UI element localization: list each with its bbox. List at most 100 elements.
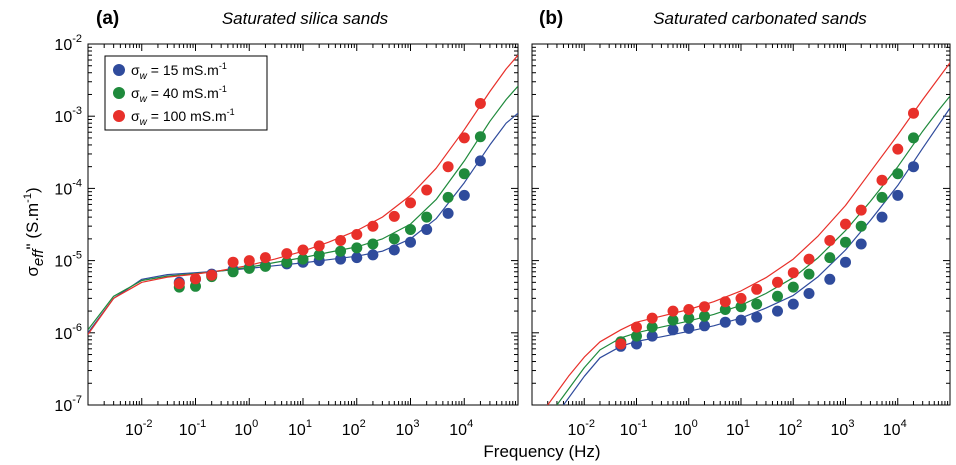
data-point-100 [243,255,255,267]
data-point-40 [646,321,658,333]
data-point-100 [388,210,400,222]
data-point-100 [367,220,379,232]
data-point-40 [335,245,347,257]
data-point-15 [892,189,904,201]
data-point-40 [474,131,486,143]
data-point-40 [699,310,710,322]
data-point-15 [699,320,710,332]
data-point-15 [824,273,836,285]
data-point-100 [719,296,731,308]
data-point-15 [876,211,888,223]
data-point-100 [405,197,416,209]
data-point-40 [405,224,416,235]
data-point-15 [631,338,642,350]
y-tick-label: 10-2 [54,33,82,54]
x-tick-label: 102 [342,418,366,439]
data-point-40 [824,252,836,264]
data-point-15 [405,236,416,248]
data-point-40 [227,266,239,278]
data-point-100 [458,132,470,144]
panel-a-title: Saturated silica sands [222,9,389,28]
fit-line-40 [556,95,950,405]
data-point-100 [683,304,695,315]
data-point-15 [351,252,363,264]
data-point-100 [297,244,309,256]
data-point-40 [421,211,433,223]
data-point-15 [421,224,433,235]
data-point-40 [351,242,363,254]
data-point-100 [206,269,218,281]
x-tick-label: 10-1 [179,418,207,439]
y-axis-label-unit-exp: -1 [22,193,34,203]
x-tick-label: 100 [674,418,698,439]
y-tick-label: 10-4 [54,177,82,198]
data-point-100 [840,218,851,230]
data-point-15 [719,316,731,328]
panel-b-ticks [531,44,950,406]
data-point-40 [855,220,867,232]
x-tick-label: 103 [831,418,855,439]
data-point-15 [840,256,851,268]
y-axis-label-prime: " [23,243,42,249]
data-point-100 [259,252,271,264]
data-point-100 [631,321,642,333]
legend-marker-100 [113,110,125,122]
panel-a-tick-labels: 10-2 10-1 100 101 102 103 104 10-7 10-6 10-5 10-4 1… [54,33,473,439]
panel-a: (a) Saturated silica sands 10-2 10-1 100 10… [54,8,519,439]
y-axis-label-unit: (S.m [23,203,42,244]
x-tick-label: 10-1 [620,418,648,439]
x-axis-label: Frequency (Hz) [483,442,600,461]
data-point-100 [227,256,239,268]
data-point-15 [335,253,347,265]
legend-item-40: σw = 40 mS.m-1 [113,84,227,105]
data-point-100 [803,253,815,265]
data-point-15 [735,314,747,326]
data-point-100 [735,292,747,304]
panel-b-points [615,107,919,352]
data-point-15 [751,311,763,323]
legend-marker-15 [113,64,125,76]
data-point-100 [824,235,836,246]
data-point-15 [388,244,400,256]
data-point-100 [281,248,293,260]
data-point-40 [297,253,309,265]
data-point-40 [243,262,255,274]
legend-label-15: σw = 15 mS.m-1 [131,61,227,82]
data-point-100 [667,305,679,317]
data-point-40 [442,191,454,203]
y-tick-label: 10-6 [54,322,82,343]
data-point-40 [259,260,271,272]
y-axis-label: σeff" (S.m-1) [22,187,47,276]
legend-label-100: σw = 100 mS.m-1 [131,107,235,128]
data-point-100 [442,161,454,173]
panel-b-plot-area [531,43,951,406]
data-point-40 [683,312,695,324]
data-point-100 [751,283,763,295]
x-tick-label: 10-2 [125,418,153,439]
panel-b: (b) Saturated carbonated sands 10-2 10-1 1… [531,8,951,439]
data-point-15 [855,238,867,250]
data-point-15 [667,324,679,336]
data-point-15 [787,298,799,310]
fit-line-15 [88,112,518,334]
legend-label-40: σw = 40 mS.m-1 [131,84,227,105]
data-point-40 [281,256,293,268]
data-point-100 [615,338,627,350]
data-point-40 [751,298,763,310]
panel-b-title: Saturated carbonated sands [653,9,867,28]
x-tick-label: 104 [883,418,907,439]
panel-a-label: (a) [96,8,119,29]
data-point-100 [699,301,710,313]
legend-box [104,55,268,131]
x-tick-label: 10-2 [567,418,595,439]
data-point-15 [908,161,919,173]
panel-b-label: (b) [539,8,563,29]
x-tick-label: 102 [778,418,802,439]
data-point-40 [735,301,747,313]
x-tick-label: 103 [396,418,420,439]
legend-marker-40 [113,87,125,99]
data-point-15 [442,207,454,219]
data-point-40 [787,281,799,293]
panel-b-tick-labels: 10-2 10-1 100 101 102 103 104 [567,418,906,439]
data-point-40 [892,168,904,180]
